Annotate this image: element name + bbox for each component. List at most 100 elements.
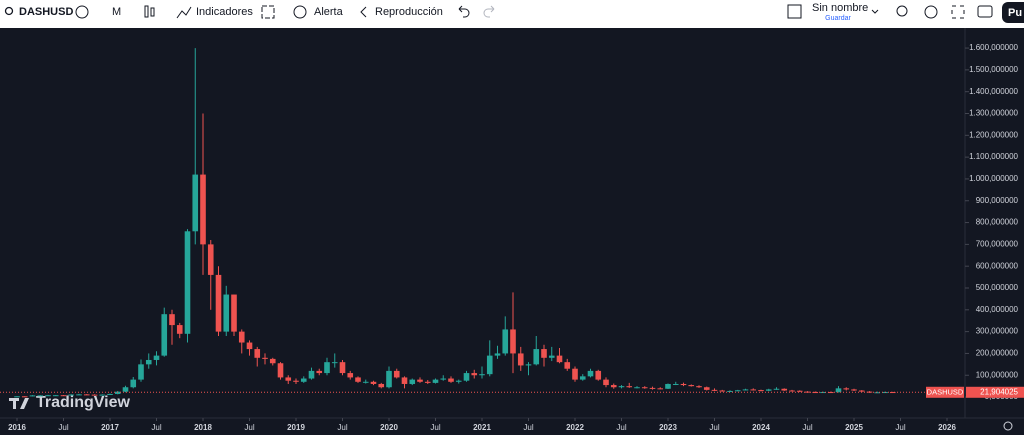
candle-body (277, 363, 284, 378)
y-tick-label: 1.100,000000 (969, 152, 1018, 161)
candle-body (641, 387, 648, 389)
candle-body (812, 392, 819, 394)
layout-name[interactable]: Sin nombre (812, 2, 868, 14)
candle-body (45, 395, 51, 397)
candle-body (680, 383, 687, 386)
y-tick-label: 1.300,000000 (969, 109, 1018, 118)
x-tick-label: Jul (151, 423, 161, 432)
quick-search-icon[interactable] (896, 5, 908, 17)
redo-icon[interactable] (483, 5, 495, 18)
add-symbol-icon[interactable] (75, 5, 89, 19)
candle-body (758, 390, 764, 392)
candle-body (409, 379, 416, 384)
chart-type-icon (150, 7, 155, 17)
candle-body (300, 378, 307, 382)
replay-button[interactable]: Reproducción (375, 6, 443, 18)
candle-body (161, 314, 168, 356)
x-tick-label: 2026 (938, 423, 956, 432)
candle-body (448, 378, 454, 382)
candle-body (238, 331, 245, 343)
candle-body (68, 394, 75, 396)
undo-icon[interactable] (458, 5, 470, 18)
candle-body (316, 370, 323, 374)
templates-icon[interactable] (261, 5, 275, 19)
candle-body (370, 381, 377, 384)
candle-body (827, 392, 834, 394)
candle-body (874, 392, 881, 394)
candle-body (719, 390, 726, 392)
candle-body (99, 394, 106, 396)
y-tick-label: 300,000000 (976, 327, 1019, 336)
x-tick-label: Jul (430, 423, 440, 432)
candle-body (579, 376, 586, 380)
interval[interactable]: M (112, 6, 121, 18)
candle-body (665, 383, 671, 389)
alert-button[interactable]: Alerta (314, 6, 344, 18)
symbol-tag-bg (926, 386, 964, 398)
search-icon[interactable] (4, 6, 14, 16)
candle-body (331, 362, 338, 364)
candle-body (347, 373, 354, 378)
candle-body (548, 355, 555, 358)
y-tick-label: 200,000000 (976, 349, 1019, 358)
symbol[interactable]: DASHUSD (19, 6, 73, 18)
time-axis-settings[interactable] (1003, 421, 1013, 431)
candle-body (533, 349, 540, 365)
candle-body (76, 394, 82, 396)
last-price-label: 21,904025 (980, 387, 1018, 396)
candle-body (432, 379, 439, 383)
candle-body (83, 394, 90, 396)
candle-body (502, 329, 509, 354)
y-tick-label: 1.500,000000 (969, 65, 1018, 74)
y-tick-label: 400,000000 (976, 305, 1019, 314)
candle-body (703, 387, 710, 390)
candle-body (471, 373, 478, 376)
layout-icon[interactable] (787, 4, 802, 19)
indicators-button[interactable]: Indicadores (196, 6, 253, 18)
candle-body (339, 362, 346, 374)
candle-body (14, 396, 20, 398)
indicators-icon (176, 6, 192, 19)
x-tick-label: Jul (802, 423, 812, 432)
candle-body (696, 386, 702, 388)
candle-body (649, 387, 656, 389)
settings-icon[interactable] (924, 5, 938, 19)
candle-body (866, 391, 873, 393)
candle-body (393, 370, 400, 378)
candle-body (231, 294, 237, 332)
y-tick-label: 1.400,000000 (969, 87, 1018, 96)
candle-body (463, 373, 470, 381)
candle-body (114, 391, 121, 394)
candle-body (517, 353, 524, 366)
candle-body (52, 395, 59, 397)
candle-body (835, 388, 842, 393)
y-tick-label: 100,000000 (976, 370, 1019, 379)
watermark-logo (9, 398, 29, 409)
candle-body (564, 362, 571, 369)
candle-body (789, 390, 795, 392)
candle-body (851, 389, 857, 391)
publish-button[interactable] (1002, 2, 1024, 23)
candle-body (781, 388, 788, 391)
candle-body (634, 387, 640, 389)
x-tick-label: Jul (58, 423, 68, 432)
candle-body (138, 364, 144, 380)
candle-body (858, 390, 865, 392)
candle-body (122, 387, 129, 392)
layout-menu-icon[interactable] (871, 9, 879, 14)
fullscreen-icon[interactable] (951, 5, 965, 19)
candle-body (153, 355, 160, 360)
y-tick-label: 800,000000 (976, 218, 1019, 227)
candle-body (618, 386, 625, 388)
x-tick-label: 2016 (8, 423, 26, 432)
candle-body (308, 370, 315, 379)
chart-type-icon[interactable] (144, 5, 149, 18)
candle-body (355, 377, 361, 382)
y-tick-label: 1.200,000000 (969, 130, 1018, 139)
snapshot-icon[interactable] (977, 5, 993, 18)
x-tick-label: Jul (895, 423, 905, 432)
last-price-tag-bg (966, 386, 1024, 398)
candle-body (207, 244, 214, 275)
